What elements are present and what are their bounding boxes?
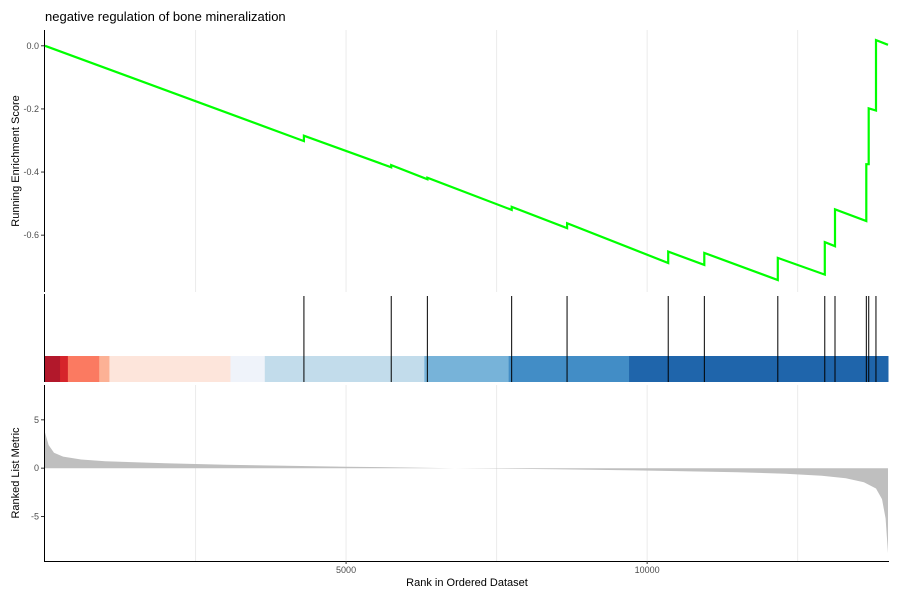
color-bar-segment	[60, 356, 69, 382]
x-tick-label: 5000	[336, 565, 356, 575]
rank-y-axis-label: Ranked List Metric	[10, 427, 22, 519]
color-bar-segment	[424, 356, 510, 382]
color-bar-segment	[264, 356, 425, 382]
ranked-metric-area	[45, 432, 888, 554]
hits-panel	[44, 294, 889, 382]
es-y-tick-label: 0.0	[26, 41, 39, 51]
x-axis-label: Rank in Ordered Dataset	[406, 577, 528, 589]
rank-gridlines	[195, 385, 799, 561]
es-y-tick-label: -0.2	[23, 104, 39, 114]
es-gridlines	[195, 30, 799, 292]
color-bar-segment	[99, 356, 110, 382]
color-bar-segment	[230, 356, 266, 382]
chart-title: negative regulation of bone mineralizati…	[45, 9, 286, 24]
rank-y-tick-label: 0	[34, 463, 39, 473]
rank-y-tick-label: -5	[31, 512, 39, 522]
es-y-ticks: 0.0 -0.2 -0.4 -0.6	[23, 41, 44, 240]
color-bar-segment	[45, 356, 61, 382]
x-tick-label: 10000	[635, 565, 660, 575]
es-y-tick-label: -0.6	[23, 230, 39, 240]
rank-panel: 5 0 -5 5000 10000 Ranked List Metric Rank i…	[10, 385, 889, 589]
color-bar-segment	[67, 356, 100, 382]
color-bar-segment	[629, 356, 889, 382]
rank-y-tick-label: 5	[34, 415, 39, 425]
x-ticks: 5000 10000	[336, 561, 660, 575]
rank-y-ticks: 5 0 -5	[31, 415, 44, 522]
running-es-line	[44, 38, 889, 282]
es-panel: 0.0 -0.2 -0.4 -0.6 Running Enrichment Score	[10, 30, 889, 292]
es-y-axis-label: Running Enrichment Score	[10, 95, 22, 226]
color-bar-segment	[508, 356, 630, 382]
es-y-tick-label: -0.4	[23, 167, 39, 177]
rank-color-bar	[45, 356, 889, 382]
color-bar-segment	[109, 356, 231, 382]
gene-hit-marks	[303, 296, 877, 382]
